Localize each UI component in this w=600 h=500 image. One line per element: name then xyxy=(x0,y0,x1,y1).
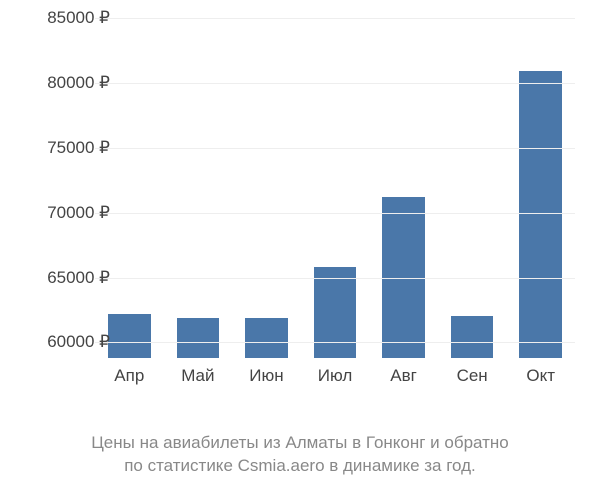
y-tick-label: 60000 ₽ xyxy=(47,332,110,352)
x-tick-label: Авг xyxy=(390,366,417,386)
bar xyxy=(519,71,562,358)
y-tick-label: 70000 ₽ xyxy=(47,203,110,223)
gridline xyxy=(95,342,575,343)
bar xyxy=(245,318,288,358)
caption-line-1: Цены на авиабилеты из Алматы в Гонконг и… xyxy=(91,433,509,452)
x-tick-label: Сен xyxy=(457,366,488,386)
y-tick-label: 80000 ₽ xyxy=(47,73,110,93)
gridline xyxy=(95,18,575,19)
y-tick-label: 75000 ₽ xyxy=(47,138,110,158)
gridline xyxy=(95,148,575,149)
y-tick-label: 65000 ₽ xyxy=(47,268,110,288)
chart-caption: Цены на авиабилеты из Алматы в Гонконг и… xyxy=(0,432,600,478)
x-tick-label: Окт xyxy=(526,366,555,386)
gridline xyxy=(95,278,575,279)
bars-container xyxy=(95,18,575,358)
gridline xyxy=(95,213,575,214)
x-tick-label: Июл xyxy=(318,366,353,386)
caption-line-2: по статистике Csmia.aero в динамике за г… xyxy=(124,456,476,475)
bar xyxy=(177,318,220,358)
bar xyxy=(451,316,494,358)
price-chart: АпрМайИюнИюлАвгСенОкт 60000 ₽65000 ₽7000… xyxy=(0,0,600,420)
gridline xyxy=(95,83,575,84)
x-tick-label: Июн xyxy=(249,366,283,386)
x-tick-label: Май xyxy=(181,366,214,386)
bar xyxy=(108,314,151,358)
x-tick-label: Апр xyxy=(114,366,144,386)
bar xyxy=(314,267,357,358)
y-tick-label: 85000 ₽ xyxy=(47,8,110,28)
plot-area: АпрМайИюнИюлАвгСенОкт xyxy=(95,18,575,358)
